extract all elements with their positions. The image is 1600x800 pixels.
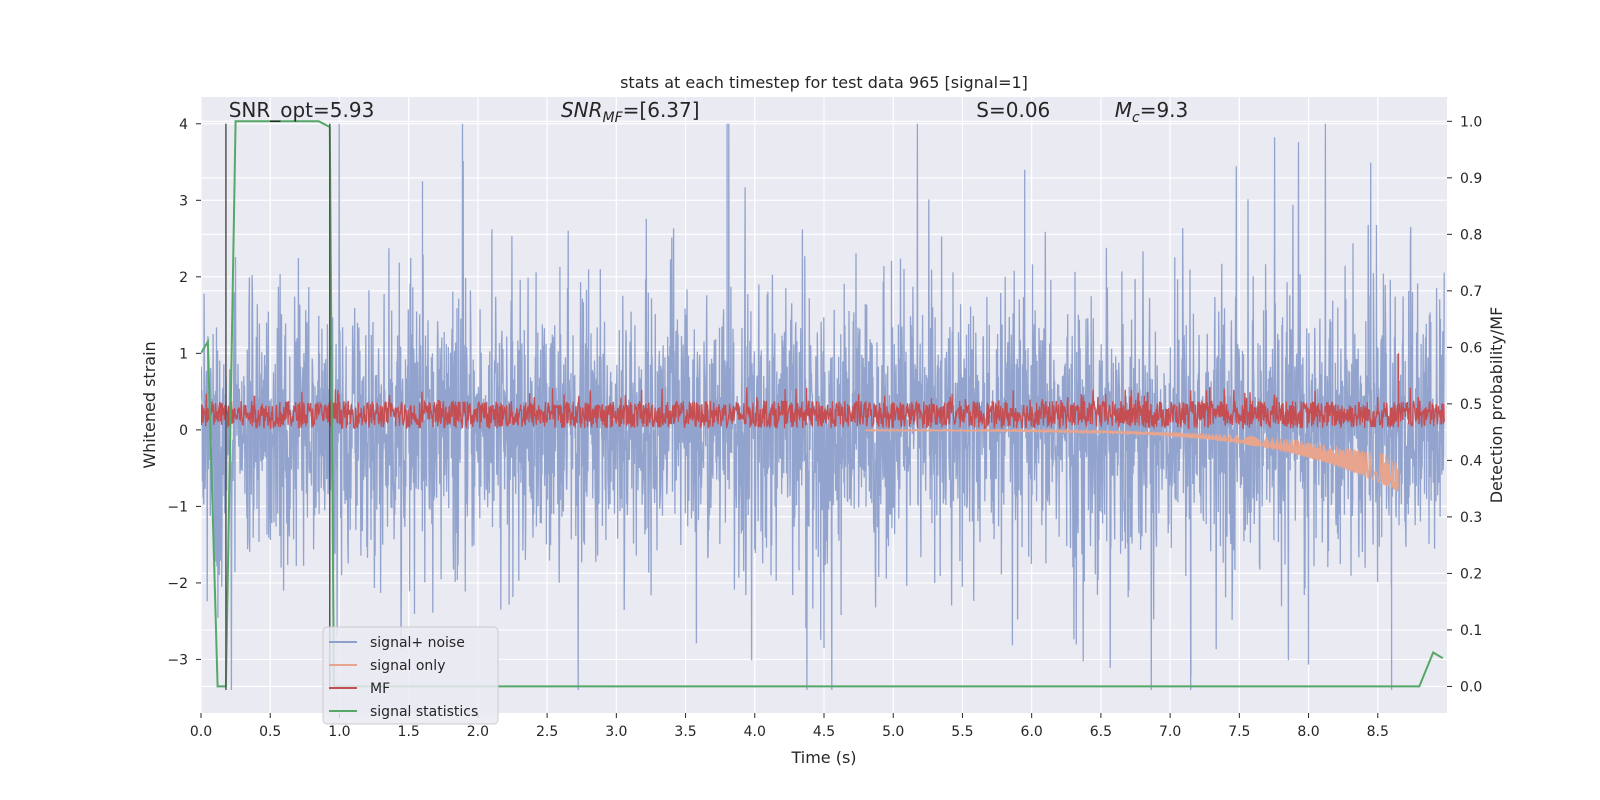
y-axis-label: Whitened strain — [140, 341, 159, 468]
x-tick-label-15: 7.5 — [1228, 724, 1250, 740]
vertical-lines — [225, 123, 331, 691]
series-mf — [201, 353, 1445, 431]
x-tick-label-13: 6.5 — [1090, 724, 1112, 740]
series-signal-only — [864, 427, 1399, 492]
y-axis-ticks: −3 −2 −1 0 1 2 3 4 — [167, 117, 201, 668]
annotation-0: SNR_opt=5.93 — [229, 98, 375, 122]
y-right-tick-label-4: 0.4 — [1460, 453, 1482, 469]
legend-entry-1: signal only — [370, 658, 445, 674]
x-tick-label-7: 3.5 — [674, 724, 696, 740]
y-right-tick-label-6: 0.6 — [1460, 340, 1482, 356]
y-tick-label-1: −2 — [167, 576, 188, 592]
legend-entry-0: signal+ noise — [370, 635, 465, 651]
x-tick-label-1: 0.5 — [259, 724, 281, 740]
x-axis-label: Time (s) — [790, 748, 856, 767]
x-tick-label-11: 5.5 — [951, 724, 973, 740]
x-tick-label-2: 1.0 — [328, 724, 350, 740]
y-right-tick-label-5: 0.5 — [1460, 397, 1482, 413]
x-tick-label-5: 2.5 — [536, 724, 558, 740]
x-tick-label-16: 8.0 — [1297, 724, 1319, 740]
legend-box — [322, 626, 499, 725]
annotation-1: SNRMF=[6.37] — [561, 98, 700, 126]
y-right-tick-label-7: 0.7 — [1460, 284, 1482, 300]
y-right-axis-ticks: 0.0 0.1 0.2 0.3 0.4 0.5 0.6 0.7 0.8 0.9 1.0 — [1447, 114, 1482, 695]
x-tick-label-12: 6.0 — [1021, 724, 1043, 740]
y-tick-label-3: 0 — [179, 423, 188, 439]
x-tick-label-17: 8.5 — [1367, 724, 1389, 740]
x-axis-ticks: 0.0 0.5 1.0 1.5 2.0 2.5 3.0 3.5 4.0 4.5 5.0 5.5 6.0 6… — [190, 713, 1389, 740]
y-right-tick-label-3: 0.3 — [1460, 510, 1482, 526]
legend-entry-2: MF — [370, 681, 390, 697]
y-tick-label-5: 2 — [179, 270, 188, 286]
x-tick-label-0: 0.0 — [190, 724, 212, 740]
x-tick-label-9: 4.5 — [813, 724, 835, 740]
y-right-axis-label: Detection probability/MF — [1487, 307, 1506, 504]
y-right-tick-label-10: 1.0 — [1460, 114, 1482, 130]
y-tick-label-4: 1 — [179, 346, 188, 362]
y-right-tick-label-8: 0.8 — [1460, 227, 1482, 243]
x-tick-label-6: 3.0 — [605, 724, 627, 740]
series-layer — [201, 120, 1445, 691]
y-right-tick-label-9: 0.9 — [1460, 171, 1482, 187]
y-right-tick-label-2: 0.2 — [1460, 566, 1482, 582]
annotation-3: Mc=9.3 — [1115, 98, 1189, 126]
y-tick-label-2: −1 — [167, 499, 188, 515]
y-right-tick-label-1: 0.1 — [1460, 623, 1482, 639]
series-signal-statistics — [201, 120, 1444, 688]
x-tick-label-14: 7.0 — [1159, 724, 1181, 740]
x-tick-label-3: 1.5 — [398, 724, 420, 740]
annotations: SNR_opt=5.93 SNRMF=[6.37] S=0.06 Mc=9.3 — [229, 98, 1189, 126]
x-tick-label-8: 4.0 — [744, 724, 766, 740]
y-tick-label-7: 4 — [179, 117, 188, 133]
y-right-tick-label-0: 0.0 — [1460, 679, 1482, 695]
legend: signal+ noise signal only MF signal statist… — [322, 626, 499, 725]
chart-title: stats at each timestep for test data 965… — [620, 73, 1028, 92]
y-tick-label-6: 3 — [179, 193, 188, 209]
series-signal-noise — [201, 123, 1445, 691]
y-tick-label-0: −3 — [167, 652, 188, 668]
x-tick-label-10: 5.0 — [882, 724, 904, 740]
x-tick-label-4: 2.0 — [467, 724, 489, 740]
annotation-2: S=0.06 — [976, 98, 1050, 122]
legend-entry-3: signal statistics — [370, 704, 478, 720]
